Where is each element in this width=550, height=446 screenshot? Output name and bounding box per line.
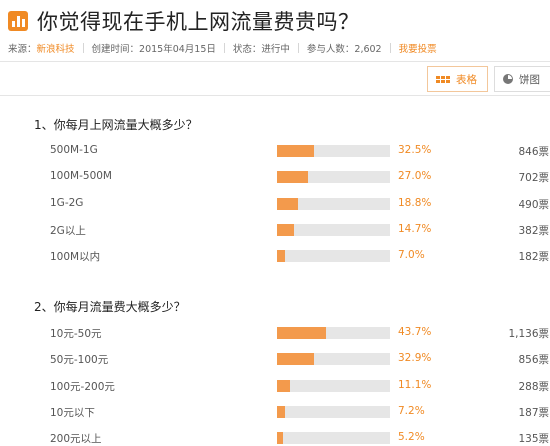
option-percentage: 32.5% xyxy=(398,144,432,156)
result-bar-fill xyxy=(277,380,290,392)
option-percentage: 27.0% xyxy=(398,170,432,182)
result-bar-track xyxy=(277,224,390,236)
result-bar-track xyxy=(277,380,390,392)
option-label: 100M-500M xyxy=(50,170,112,182)
option-votes: 182票 xyxy=(518,251,549,263)
result-bar-fill xyxy=(277,224,294,236)
pie-chart-icon xyxy=(503,74,513,84)
option-percentage: 14.7% xyxy=(398,223,432,235)
header-divider xyxy=(0,61,550,62)
option-votes: 382票 xyxy=(518,225,549,237)
option-label: 100M以内 xyxy=(50,251,101,263)
option-votes: 1,136票 xyxy=(508,328,549,340)
result-bar-track xyxy=(277,145,390,157)
content-divider xyxy=(0,95,550,96)
option-votes: 135票 xyxy=(518,433,549,445)
poll-meta: 来源： 新浪科技 创建时间：2015年04月15日 状态：进行中 参与人数：2,… xyxy=(8,41,437,55)
result-bar-fill xyxy=(277,353,314,365)
option-percentage: 11.1% xyxy=(398,379,432,391)
option-row: 1G-2G 18.8% 490票 xyxy=(50,196,550,212)
option-row: 100元-200元 11.1% 288票 xyxy=(50,378,550,394)
option-percentage: 32.9% xyxy=(398,352,432,364)
option-row: 100M以内 7.0% 182票 xyxy=(50,248,550,264)
option-votes: 187票 xyxy=(518,407,549,419)
view-tabs: 表格 饼图 xyxy=(427,66,550,92)
option-votes: 846票 xyxy=(518,146,549,158)
option-row: 100M-500M 27.0% 702票 xyxy=(50,169,550,185)
poll-bar-chart-icon xyxy=(8,11,28,31)
option-label: 500M-1G xyxy=(50,144,98,156)
option-votes: 856票 xyxy=(518,354,549,366)
result-bar-track xyxy=(277,353,390,365)
created-time: 创建时间：2015年04月15日 xyxy=(91,44,216,55)
option-label: 2G以上 xyxy=(50,225,86,237)
option-label: 1G-2G xyxy=(50,197,84,209)
option-percentage: 18.8% xyxy=(398,197,432,209)
option-percentage: 5.2% xyxy=(398,431,425,443)
result-bar-track xyxy=(277,327,390,339)
option-label: 200元以上 xyxy=(50,433,102,445)
poll-status: 状态：进行中 xyxy=(232,44,290,55)
option-row: 10元以下 7.2% 187票 xyxy=(50,404,550,420)
result-bar-track xyxy=(277,250,390,262)
participant-count: 参与人数：2,602 xyxy=(306,44,382,55)
result-bar-track xyxy=(277,171,390,183)
result-bar-fill xyxy=(277,327,326,339)
option-label: 100元-200元 xyxy=(50,381,115,393)
tab-table-label: 表格 xyxy=(456,73,477,86)
option-row: 500M-1G 32.5% 846票 xyxy=(50,143,550,159)
option-percentage: 7.0% xyxy=(398,249,425,261)
question-title: 2、你每月流量费大概多少？ xyxy=(34,300,186,314)
result-bar-track xyxy=(277,198,390,210)
option-percentage: 7.2% xyxy=(398,405,425,417)
page-title: 你觉得现在手机上网流量费贵吗？ xyxy=(37,10,360,34)
meta-divider xyxy=(223,43,225,53)
option-votes: 490票 xyxy=(518,199,549,211)
result-bar-fill xyxy=(277,198,298,210)
meta-divider xyxy=(389,43,391,53)
vote-link[interactable]: 我要投票 xyxy=(398,44,437,55)
option-row: 2G以上 14.7% 382票 xyxy=(50,222,550,238)
result-bar-fill xyxy=(277,432,283,444)
tab-pie[interactable]: 饼图 xyxy=(494,66,550,92)
tab-pie-label: 饼图 xyxy=(519,73,540,86)
option-votes: 702票 xyxy=(518,172,549,184)
result-bar-fill xyxy=(277,145,314,157)
option-votes: 288票 xyxy=(518,381,549,393)
option-row: 50元-100元 32.9% 856票 xyxy=(50,351,550,367)
result-bar-fill xyxy=(277,250,285,262)
tab-table[interactable]: 表格 xyxy=(427,66,488,92)
option-label: 10元以下 xyxy=(50,407,95,419)
option-label: 10元-50元 xyxy=(50,328,102,340)
option-label: 50元-100元 xyxy=(50,354,109,366)
table-grid-icon xyxy=(436,75,450,83)
source-link[interactable]: 新浪科技 xyxy=(36,44,75,55)
option-percentage: 43.7% xyxy=(398,326,432,338)
result-bar-fill xyxy=(277,406,285,418)
question-title: 1、你每月上网流量大概多少？ xyxy=(34,118,198,132)
title-row: 你觉得现在手机上网流量费贵吗？ xyxy=(8,4,360,38)
result-bar-track xyxy=(277,406,390,418)
option-row: 200元以上 5.2% 135票 xyxy=(50,430,550,446)
result-bar-track xyxy=(277,432,390,444)
meta-divider xyxy=(82,43,84,53)
option-row: 10元-50元 43.7% 1,136票 xyxy=(50,325,550,341)
source-label: 来源： xyxy=(8,44,37,55)
result-bar-fill xyxy=(277,171,308,183)
meta-divider xyxy=(297,43,299,53)
